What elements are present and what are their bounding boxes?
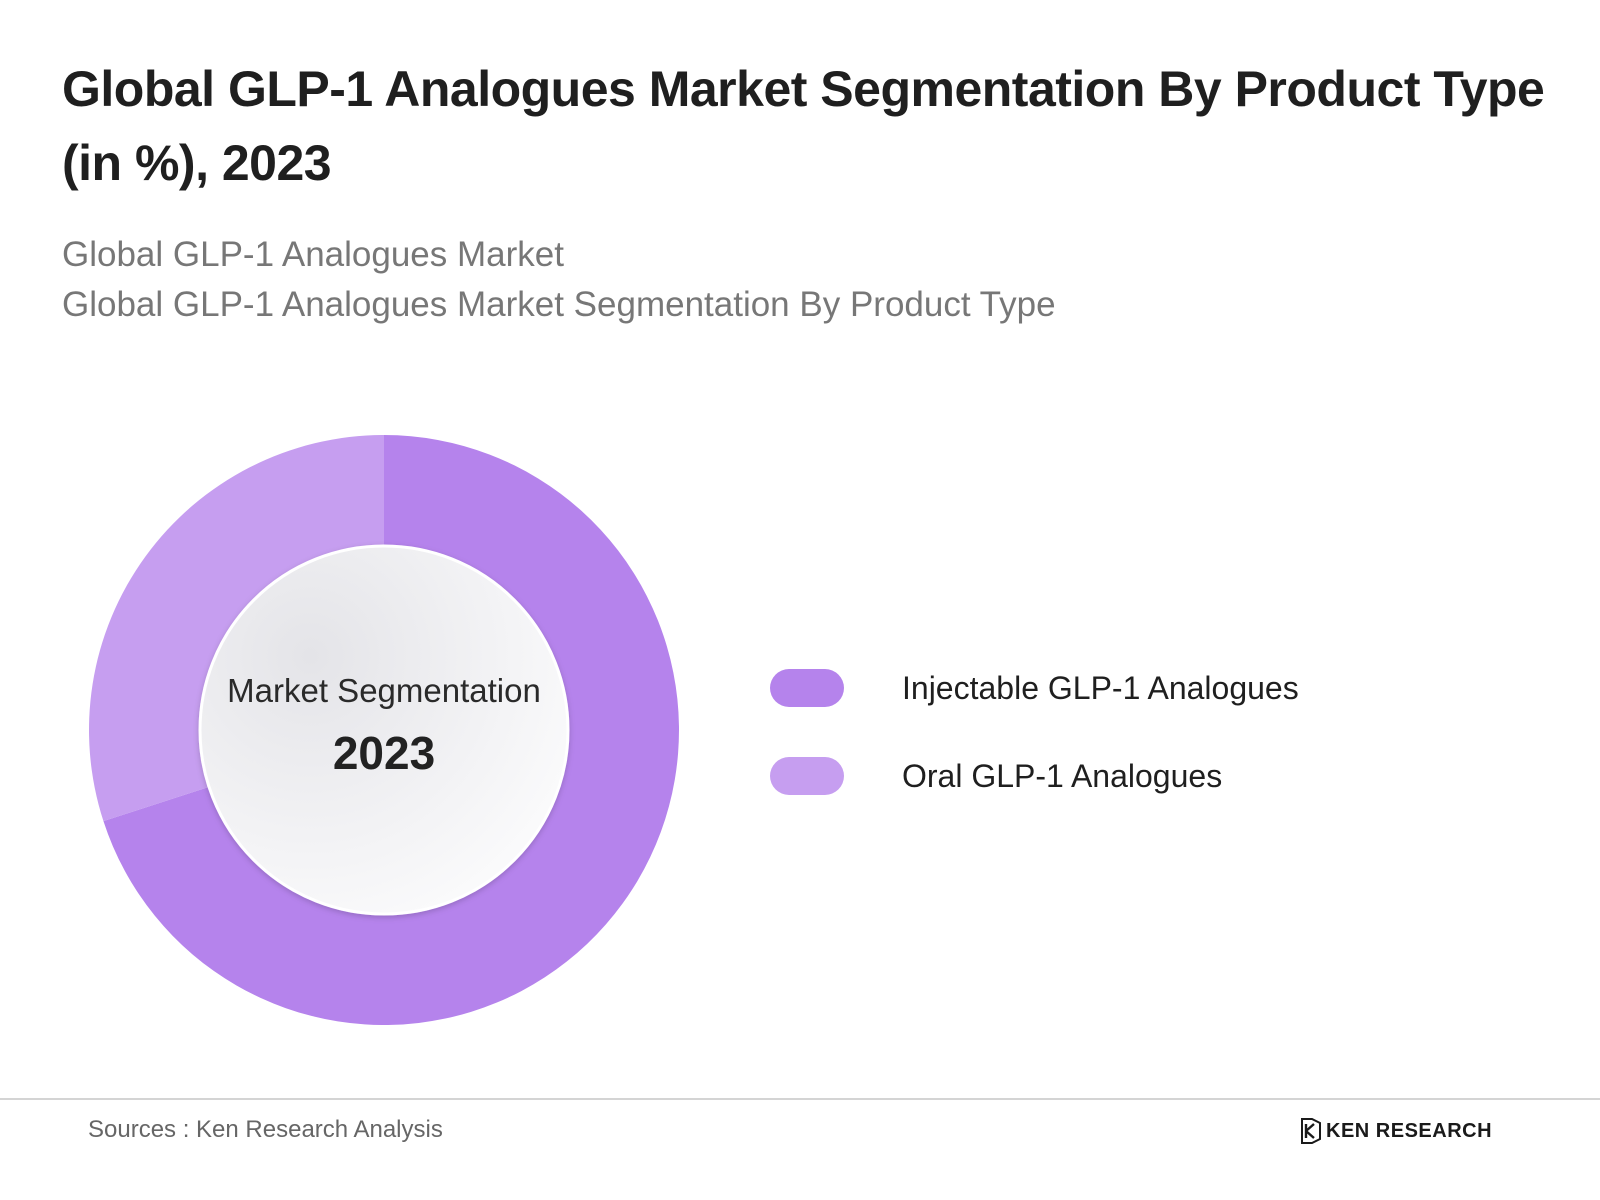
subtitle-line-2: Global GLP-1 Analogues Market Segmentati…	[62, 285, 1056, 324]
donut-chart	[88, 435, 679, 1025]
ken-research-logo: KEN RESEARCH	[1300, 1118, 1492, 1144]
legend-swatch-2	[770, 757, 844, 795]
donut-center-label: Market Segmentation	[227, 672, 541, 709]
ken-research-logo-icon	[1301, 1118, 1321, 1144]
chart-legend: Injectable GLP-1 Analogues Oral GLP-1 Ana…	[770, 668, 1299, 844]
chart-subtitle: Global GLP-1 Analogues Market Global GLP…	[62, 230, 1056, 330]
chart-title: Global GLP-1 Analogues Market Segmentati…	[62, 61, 1545, 191]
ken-research-logo-text: KEN RESEARCH	[1326, 1119, 1493, 1142]
donut-center-year: 2023	[332, 727, 436, 779]
source-note: Sources : Ken Research Analysis	[88, 1116, 443, 1143]
legend-item-1: Injectable GLP-1 Analogues	[770, 668, 1299, 708]
legend-item-2: Oral GLP-1 Analogues	[770, 756, 1299, 796]
footer-divider	[0, 1098, 1600, 1100]
subtitle-line-1: Global GLP-1 Analogues Market	[62, 235, 564, 274]
legend-label-2: Oral GLP-1 Analogues	[902, 757, 1223, 794]
legend-label-1: Injectable GLP-1 Analogues	[902, 669, 1299, 706]
donut-center	[198, 544, 570, 916]
legend-swatch-1	[770, 669, 844, 707]
donut-slice-1	[103, 435, 679, 1025]
